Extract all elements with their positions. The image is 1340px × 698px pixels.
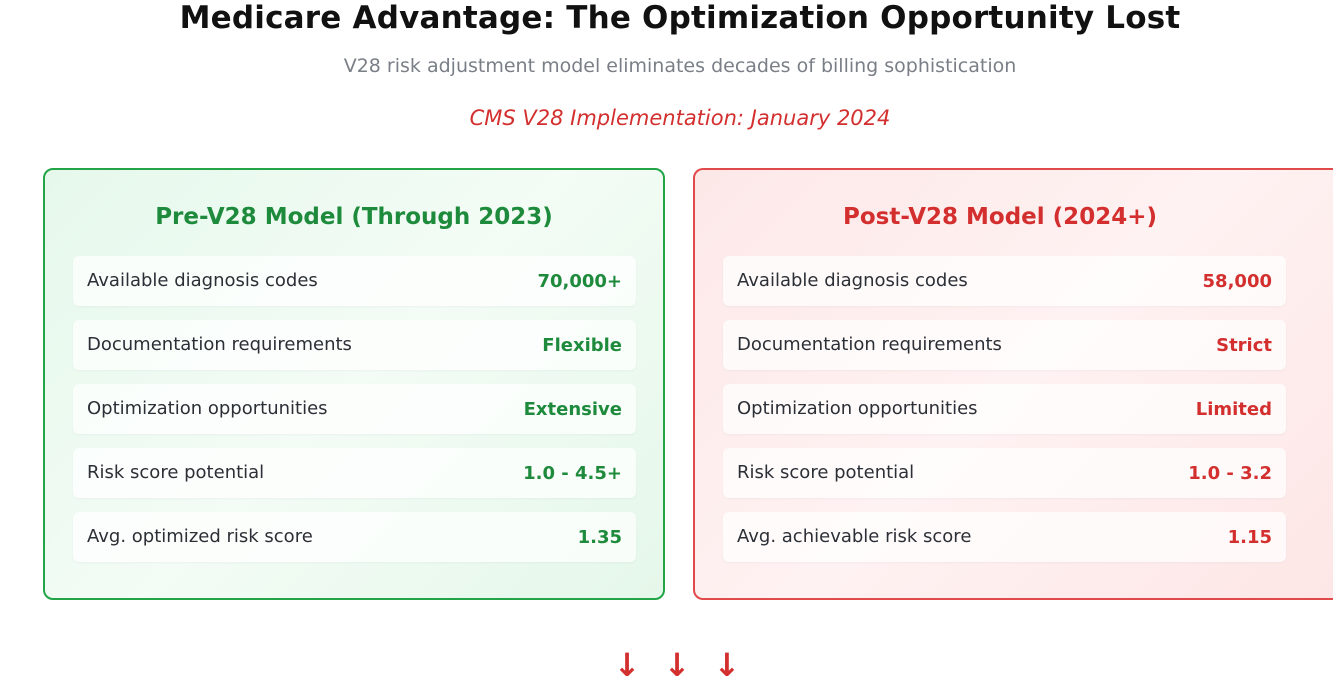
- pre-v28-rows: Available diagnosis codes 70,000+ Docume…: [73, 256, 636, 576]
- row-label: Avg. achievable risk score: [737, 526, 972, 547]
- row-value: Limited: [1195, 399, 1272, 420]
- pre-v28-panel: Pre-V28 Model (Through 2023) Available d…: [43, 168, 665, 600]
- page-title: Medicare Advantage: The Optimization Opp…: [179, 0, 1181, 36]
- row-value: 70,000+: [537, 271, 622, 292]
- pre-row-documentation: Documentation requirements Flexible: [73, 320, 636, 370]
- post-row-risk-potential: Risk score potential 1.0 - 3.2: [723, 448, 1286, 498]
- down-arrow-icon: ↓: [713, 646, 747, 684]
- row-label: Available diagnosis codes: [87, 270, 318, 291]
- row-label: Documentation requirements: [737, 334, 1002, 355]
- down-arrow-icon: ↓: [613, 646, 647, 684]
- row-label: Risk score potential: [737, 462, 915, 483]
- row-value: 1.0 - 4.5+: [523, 463, 622, 484]
- row-value: Extensive: [523, 399, 622, 420]
- row-value: Flexible: [542, 335, 622, 356]
- row-label: Optimization opportunities: [87, 398, 328, 419]
- post-v28-panel: Post-V28 Model (2024+) Available diagnos…: [693, 168, 1333, 600]
- page-subtitle: V28 risk adjustment model eliminates dec…: [343, 55, 1017, 77]
- pre-row-diagnosis-codes: Available diagnosis codes 70,000+: [73, 256, 636, 306]
- row-label: Avg. optimized risk score: [87, 526, 313, 547]
- row-value: Strict: [1216, 335, 1272, 356]
- down-arrow-icon: ↓: [663, 646, 697, 684]
- row-label: Risk score potential: [87, 462, 265, 483]
- post-v28-rows: Available diagnosis codes 58,000 Documen…: [723, 256, 1286, 576]
- row-label: Documentation requirements: [87, 334, 352, 355]
- post-v28-title: Post-V28 Model (2024+): [843, 204, 1157, 230]
- pre-row-optimization: Optimization opportunities Extensive: [73, 384, 636, 434]
- post-row-optimization: Optimization opportunities Limited: [723, 384, 1286, 434]
- implementation-note: CMS V28 Implementation: January 2024: [469, 106, 891, 130]
- row-value: 1.35: [577, 527, 622, 548]
- row-label: Available diagnosis codes: [737, 270, 968, 291]
- row-value: 1.15: [1227, 527, 1272, 548]
- row-value: 1.0 - 3.2: [1188, 463, 1272, 484]
- post-row-documentation: Documentation requirements Strict: [723, 320, 1286, 370]
- row-label: Optimization opportunities: [737, 398, 978, 419]
- pre-row-risk-potential: Risk score potential 1.0 - 4.5+: [73, 448, 636, 498]
- post-row-diagnosis-codes: Available diagnosis codes 58,000: [723, 256, 1286, 306]
- pre-row-avg-risk: Avg. optimized risk score 1.35: [73, 512, 636, 562]
- down-arrows: ↓ ↓ ↓: [0, 646, 1340, 684]
- row-value: 58,000: [1202, 271, 1272, 292]
- pre-v28-title: Pre-V28 Model (Through 2023): [155, 204, 553, 230]
- post-row-avg-risk: Avg. achievable risk score 1.15: [723, 512, 1286, 562]
